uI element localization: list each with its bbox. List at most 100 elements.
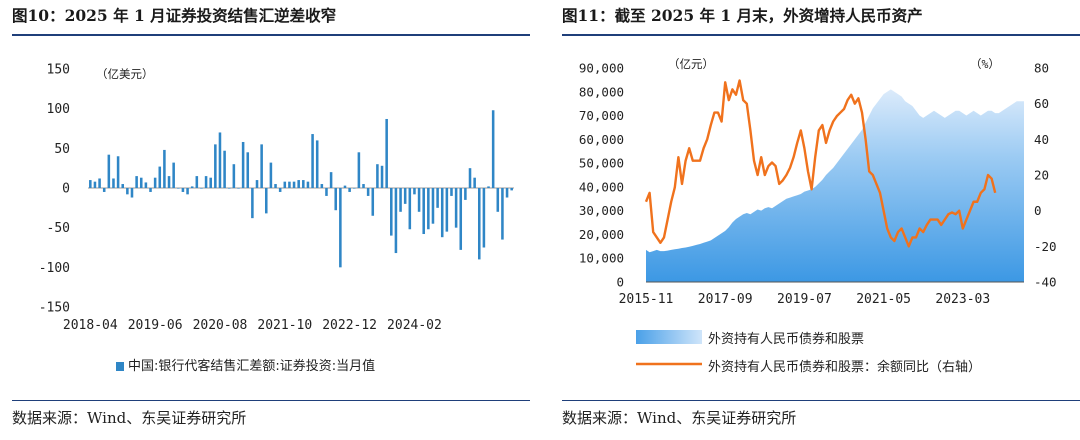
left-bar-71 xyxy=(417,188,421,212)
left-bar-12 xyxy=(144,182,148,188)
left-chart-title: 图10：2025 年 1 月证券投资结售汇逆差收窄 xyxy=(12,6,337,25)
left-bar-62 xyxy=(376,164,379,188)
left-bar-11 xyxy=(139,177,143,188)
right-x-tick-2: 2019-07 xyxy=(777,292,832,307)
left-y-tick-0: 150 xyxy=(47,63,70,78)
left-bar-19 xyxy=(177,188,180,189)
left-bar-73 xyxy=(427,188,430,230)
right-left-y-tick-1: 80,000 xyxy=(579,84,624,99)
left-bar-18 xyxy=(172,162,175,188)
left-source-note: 数据来源：Wind、东吴证券研究所 xyxy=(12,409,247,427)
left-unit-label: （亿美元） xyxy=(96,67,154,81)
left-bar-33 xyxy=(241,141,245,188)
left-bar-1 xyxy=(93,181,97,188)
left-bar-53 xyxy=(334,188,338,211)
left-bar-59 xyxy=(362,184,365,188)
left-bar-3 xyxy=(102,188,106,192)
left-chart-panel: 图10：2025 年 1 月证券投资结售汇逆差收窄 （亿美元） 150 100 50 0… xyxy=(0,0,530,440)
right-legend-line-label: 外资持有人民币债券和股票：余额同比（右轴） xyxy=(708,360,982,375)
left-bar-49 xyxy=(315,140,319,188)
right-x-tick-4: 2023-03 xyxy=(935,292,990,307)
left-bar-66 xyxy=(394,188,398,254)
right-right-y-tick-2: 40 xyxy=(1034,132,1049,147)
left-bar-30 xyxy=(227,188,231,189)
left-bar-0 xyxy=(89,180,92,188)
right-right-y-tick-3: 20 xyxy=(1034,168,1049,183)
right-left-y-tick-8: 10,000 xyxy=(579,251,624,266)
left-bar-65 xyxy=(390,188,393,236)
left-bar-52 xyxy=(329,172,333,188)
right-left-y-tick-3: 60,000 xyxy=(579,132,624,147)
left-bar-36 xyxy=(255,180,259,188)
right-x-tick-1: 2017-09 xyxy=(698,292,753,307)
left-bar-9 xyxy=(130,188,134,198)
right-left-unit-label: （亿元） xyxy=(668,57,714,71)
left-x-tick-1: 2019-06 xyxy=(128,318,183,333)
left-bar-54 xyxy=(339,188,342,268)
left-legend: 中国:银行代客结售汇差额:证券投资:当月值 xyxy=(116,355,375,374)
left-x-tick-3: 2021-10 xyxy=(257,318,312,333)
right-right-y-tick-6: -40 xyxy=(1034,275,1057,290)
right-left-y-tick-5: 40,000 xyxy=(579,179,624,194)
right-area-line-chart: 90,000 80,000 70,000 60,000 50,000 40,000 30,0… xyxy=(579,57,1057,366)
left-bar-28 xyxy=(218,132,222,188)
left-bar-60 xyxy=(366,188,370,196)
right-x-tick-0: 2015-11 xyxy=(619,292,674,307)
left-bar-76 xyxy=(440,188,444,238)
left-bar-21 xyxy=(186,188,189,195)
left-bar-20 xyxy=(181,188,185,192)
left-legend-swatch xyxy=(116,362,124,371)
left-bar-85 xyxy=(482,188,486,248)
left-bar-70 xyxy=(413,188,416,195)
left-y-tick-4: -50 xyxy=(47,221,70,236)
left-bar-17 xyxy=(167,176,171,188)
left-bar-27 xyxy=(214,144,217,188)
right-source-note: 数据来源：Wind、东吴证券研究所 xyxy=(562,409,797,427)
left-bar-80 xyxy=(459,188,463,250)
left-bar-40 xyxy=(274,184,277,188)
left-bar-16 xyxy=(163,149,166,188)
right-chart-title: 图11：截至 2025 年 1 月末，外资增持人民币资产 xyxy=(562,6,923,25)
left-bar-69 xyxy=(408,188,412,230)
left-bar-39 xyxy=(269,162,273,188)
left-y-tick-5: -100 xyxy=(39,261,70,276)
left-y-tick-6: -150 xyxy=(39,301,70,316)
right-line-series xyxy=(644,79,997,248)
left-bar-32 xyxy=(237,188,240,189)
right-left-y-tick-2: 70,000 xyxy=(579,108,624,123)
right-left-y-tick-9: 0 xyxy=(616,275,624,290)
left-bar-84 xyxy=(477,188,481,260)
left-bar-29 xyxy=(223,150,226,188)
left-bar-48 xyxy=(311,134,314,188)
right-legend-area-swatch xyxy=(636,330,702,344)
left-x-tick-5: 2024-02 xyxy=(387,318,442,333)
left-bar-4 xyxy=(107,154,111,188)
left-bar-26 xyxy=(209,177,212,188)
left-bar-chart: （亿美元） 150 100 50 0 -50 -100 -150 2018-04 2019-06 2… xyxy=(39,63,514,333)
left-legend-label: 中国:银行代客结售汇差额:证券投资:当月值 xyxy=(128,359,376,374)
left-bar-47 xyxy=(306,181,310,188)
left-y-tick-1: 100 xyxy=(47,102,70,117)
left-bar-74 xyxy=(431,188,435,224)
left-bar-34 xyxy=(246,152,250,188)
left-bar-25 xyxy=(204,176,208,188)
right-left-y-tick-6: 30,000 xyxy=(579,203,624,218)
left-bar-23 xyxy=(195,176,199,188)
left-bar-14 xyxy=(153,177,157,188)
left-bar-81 xyxy=(464,188,467,200)
left-bar-55 xyxy=(343,185,347,188)
left-x-tick-4: 2022-12 xyxy=(322,318,377,333)
right-legend-area-label: 外资持有人民币债券和股票 xyxy=(708,332,865,347)
right-left-y-tick-4: 50,000 xyxy=(579,156,624,171)
left-bar-8 xyxy=(126,188,129,195)
left-bar-82 xyxy=(468,168,472,188)
left-title-rule xyxy=(12,34,530,36)
right-right-y-tick-0: 80 xyxy=(1034,61,1049,76)
left-bar-75 xyxy=(436,188,439,208)
left-bar-61 xyxy=(371,188,375,216)
left-bar-64 xyxy=(385,118,388,188)
left-bar-63 xyxy=(380,165,384,188)
left-bar-5 xyxy=(112,178,115,188)
left-bar-35 xyxy=(251,188,254,219)
left-bar-7 xyxy=(121,184,125,188)
